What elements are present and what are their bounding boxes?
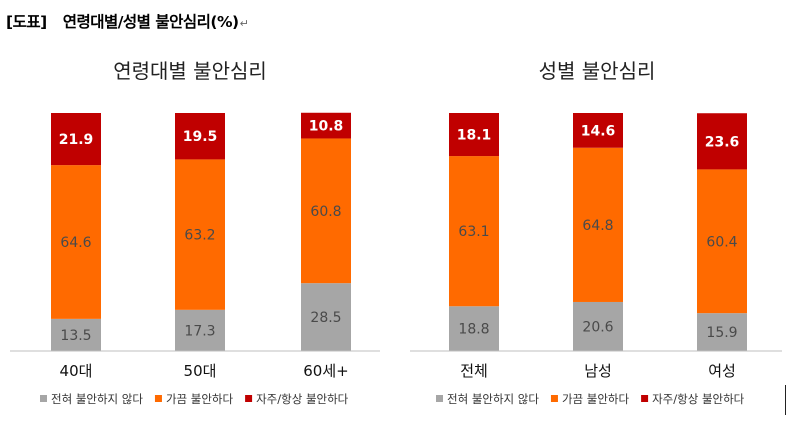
- legend: 전혀 불안하지 않다 가끔 불안하다 자주/항상 불안하다: [40, 392, 349, 406]
- data-label-gender-1-0: 20.6: [582, 319, 613, 335]
- legend-label-2: 자주/항상 불안하다: [256, 392, 349, 406]
- legend-item-1: 가끔 불안하다: [550, 392, 630, 406]
- data-label-gender-2-2: 23.6: [705, 134, 740, 150]
- bar-segment-gender-1-2: [573, 113, 623, 148]
- data-label-gender-2-0: 15.9: [706, 325, 737, 341]
- legend-item-1: 가끔 불안하다: [154, 392, 234, 406]
- data-label-age-1-0: 17.3: [184, 323, 215, 339]
- data-label-age-1-2: 19.5: [183, 129, 218, 145]
- bar-segment-age-2-2: [301, 112, 351, 139]
- data-label-age-2-1: 60.8: [310, 204, 341, 220]
- legend-item-2: 자주/항상 불안하다: [641, 392, 745, 406]
- bar-segment-gender-0-2: [449, 113, 499, 157]
- data-label-age-2-0: 28.5: [310, 310, 341, 326]
- data-label-age-0-0: 13.5: [60, 328, 91, 344]
- tick-label-gender-0: 전체: [460, 362, 488, 380]
- tick-label-gender-1: 남성: [584, 362, 612, 380]
- bar-segment-age-0-2: [51, 113, 101, 166]
- bar-segment-gender-2-0: [697, 313, 747, 351]
- legend-swatch-1: [154, 395, 162, 402]
- chart-gender: 성별 불안심리 18.8 63.1 18.1 전체 20.6 64.8 14.6 남성 15.9 6…: [402, 48, 782, 420]
- bar-segment-age-2-0: [301, 283, 351, 351]
- legend-swatch-0: [40, 395, 47, 402]
- bar-segment-age-1-0: [175, 309, 225, 351]
- data-label-age-1-1: 63.2: [184, 228, 215, 244]
- document-title: [도표] 연령대별/성별 불안심리(%)↵: [6, 10, 249, 36]
- legend: 전혀 불안하지 않다 가끔 불안하다 자주/항상 불안하다: [436, 392, 745, 406]
- bar-segment-age-1-2: [175, 113, 225, 160]
- data-label-age-0-2: 21.9: [59, 132, 94, 148]
- legend-label-0: 전혀 불안하지 않다: [447, 392, 539, 406]
- data-label-gender-2-1: 60.4: [706, 234, 737, 250]
- bar-segment-gender-0-1: [449, 156, 499, 307]
- legend-item-0: 전혀 불안하지 않다: [436, 392, 539, 406]
- bar-segment-gender-2-2: [697, 113, 747, 170]
- chart-age: 연령대별 불안심리 13.5 64.6 21.9 40대 17.3 63.2 19.5 50대 2…: [0, 48, 380, 420]
- bar-segment-age-2-1: [301, 138, 351, 284]
- bar-segment-age-0-0: [51, 318, 101, 351]
- legend-label-1: 가끔 불안하다: [166, 392, 234, 406]
- data-label-age-0-1: 64.6: [60, 235, 91, 251]
- chart-title: 성별 불안심리: [539, 59, 656, 83]
- bar-segment-gender-0-0: [449, 306, 499, 351]
- legend-swatch-2: [641, 395, 649, 402]
- bar-segment-age-1-1: [175, 159, 225, 310]
- legend-swatch-0: [436, 395, 443, 402]
- data-label-gender-1-2: 14.6: [581, 123, 616, 139]
- data-label-gender-1-1: 64.8: [582, 218, 613, 234]
- legend-swatch-2: [245, 395, 253, 402]
- paragraph-mark: ↵: [239, 17, 249, 30]
- tick-label-age-2: 60세+: [303, 362, 348, 380]
- chart-gender-svg: 성별 불안심리 18.8 63.1 18.1 전체 20.6 64.8 14.6 남성 15.9 6…: [410, 59, 782, 406]
- legend-item-0: 전혀 불안하지 않다: [40, 392, 143, 406]
- page-edge-rule: [785, 385, 786, 415]
- bar-segment-gender-1-0: [573, 301, 623, 351]
- tick-label-age-0: 40대: [60, 362, 93, 380]
- bar-segment-gender-1-1: [573, 147, 623, 302]
- bar-segment-age-0-1: [51, 165, 101, 319]
- data-label-age-2-2: 10.8: [309, 119, 344, 135]
- tick-label-age-1: 50대: [184, 362, 217, 380]
- legend-item-2: 자주/항상 불안하다: [245, 392, 349, 406]
- data-label-gender-0-0: 18.8: [458, 322, 489, 338]
- chart-title: 연령대별 불안심리: [113, 59, 267, 83]
- legend-label-2: 자주/항상 불안하다: [652, 392, 745, 406]
- legend-label-1: 가끔 불안하다: [562, 392, 630, 406]
- legend-swatch-1: [550, 395, 558, 402]
- chart-age-svg: 연령대별 불안심리 13.5 64.6 21.9 40대 17.3 63.2 19.5 50대 2…: [10, 59, 380, 406]
- document-tag: [도표]: [6, 13, 47, 31]
- data-label-gender-0-1: 63.1: [458, 224, 489, 240]
- document-title-text: 연령대별/성별 불안심리(%): [62, 13, 239, 31]
- data-label-gender-0-2: 18.1: [457, 128, 492, 144]
- tick-label-gender-2: 여성: [708, 362, 736, 380]
- bar-segment-gender-2-1: [697, 169, 747, 314]
- legend-label-0: 전혀 불안하지 않다: [51, 392, 143, 406]
